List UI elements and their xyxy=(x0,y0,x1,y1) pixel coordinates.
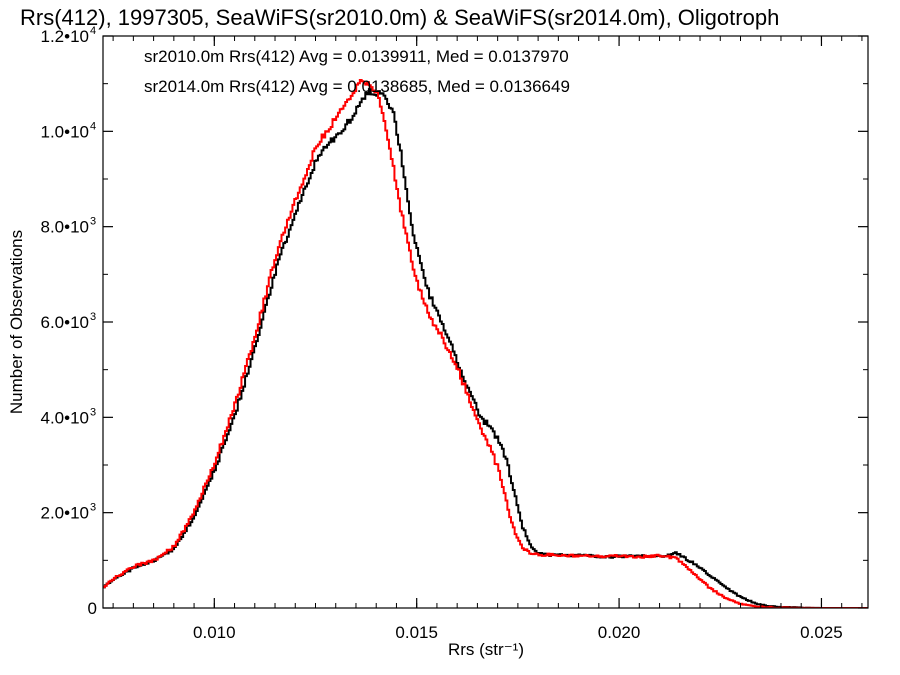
x-axis: 0.010 0.015 0.020 0.025 xyxy=(112,36,863,642)
y-axis: 02.0•10 34.0•10 36.0•10 38.0•10 31.0•10 41.2•… xyxy=(41,25,868,618)
chart-title: Rrs(412), 1997305, SeaWiFS(sr2010.0m) & … xyxy=(20,5,779,30)
x-tick-label: 0.020 xyxy=(598,623,641,642)
x-tick-label: 0.015 xyxy=(395,623,438,642)
y-tick-exponent: 3 xyxy=(90,406,96,418)
y-tick-label: 1.2•10 xyxy=(41,27,90,46)
y-axis-label: Number of Observations xyxy=(7,230,26,414)
y-tick-label: 6.0•10 xyxy=(41,313,90,332)
x-tick-label: 0.025 xyxy=(800,623,843,642)
x-tick-label: 0.010 xyxy=(193,623,236,642)
y-tick-label: 8.0•10 xyxy=(41,218,90,237)
y-tick-exponent: 3 xyxy=(90,311,96,323)
plot-frame xyxy=(102,35,869,609)
y-tick-exponent: 4 xyxy=(90,120,96,132)
x-axis-label: Rrs (str⁻¹) xyxy=(448,640,524,659)
y-tick-label: 0 xyxy=(88,599,97,618)
y-tick-exponent: 3 xyxy=(90,502,96,514)
y-tick-label: 1.0•10 xyxy=(41,122,90,141)
series-line-sr2014 xyxy=(103,78,868,608)
series-layer xyxy=(103,78,868,608)
legend-entry-sr2010: sr2010.0m Rrs(412) Avg = 0.0139911, Med … xyxy=(144,47,569,66)
series-line-sr2010 xyxy=(103,88,868,608)
y-tick-exponent: 3 xyxy=(90,216,96,228)
y-tick-label: 2.0•10 xyxy=(41,504,90,523)
y-tick-exponent: 4 xyxy=(90,25,96,37)
y-tick-label: 4.0•10 xyxy=(41,408,90,427)
legend-entry-sr2014: sr2014.0m Rrs(412) Avg = 0.0138685, Med … xyxy=(144,77,570,96)
